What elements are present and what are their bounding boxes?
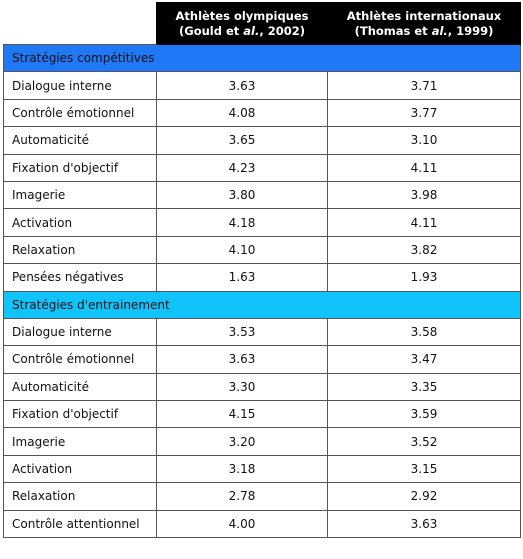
value-cell: 3.15 [327, 454, 521, 484]
data-row: Activation 4.18 4.11 [3, 208, 521, 237]
header-citation: al. [243, 23, 260, 38]
results-table: Athlètes olympiques (Gould et al., 2002) A… [3, 2, 521, 539]
data-row: Dialogue interne 3.53 3.58 [3, 317, 521, 347]
data-row: Contrôle émotionnel 3.63 3.47 [3, 345, 521, 374]
value-cell: 3.59 [327, 400, 521, 429]
value-cell: 4.23 [156, 153, 328, 182]
data-row: Pensées négatives 1.63 1.93 [3, 263, 521, 292]
value-cell: 3.80 [156, 180, 328, 210]
data-row: Automaticité 3.30 3.35 [3, 372, 521, 402]
row-label: Relaxation [3, 482, 157, 511]
data-row: Fixation d'objectif 4.23 4.11 [3, 153, 521, 182]
value-cell: 3.10 [327, 126, 521, 155]
section-title: Stratégies d'entrainement [3, 290, 521, 319]
row-label: Contrôle attentionnel [3, 509, 157, 539]
row-label: Dialogue interne [3, 317, 157, 347]
value-cell: 4.10 [156, 235, 328, 265]
value-cell: 3.98 [327, 180, 521, 210]
data-row: Imagerie 3.80 3.98 [3, 180, 521, 210]
blank-cell [3, 2, 157, 45]
value-cell: 3.63 [156, 345, 328, 374]
header-line: Athlètes internationaux [346, 8, 502, 23]
row-label: Automaticité [3, 126, 157, 155]
section-title: Stratégies compétitives [3, 43, 521, 73]
row-label: Relaxation [3, 235, 157, 265]
value-cell: 4.11 [327, 153, 521, 182]
value-cell: 3.63 [156, 71, 328, 100]
value-cell: 3.35 [327, 372, 521, 402]
value-cell: 2.92 [327, 482, 521, 511]
data-row: Fixation d'objectif 4.15 3.59 [3, 400, 521, 429]
data-row: Imagerie 3.20 3.52 [3, 427, 521, 456]
value-cell: 3.65 [156, 126, 328, 155]
value-cell: 3.77 [327, 98, 521, 128]
row-label: Dialogue interne [3, 71, 157, 100]
section-row: Stratégies compétitives [3, 43, 521, 73]
header-row: Athlètes olympiques (Gould et al., 2002) A… [3, 2, 521, 45]
value-cell: 3.52 [327, 427, 521, 456]
value-cell: 4.18 [156, 208, 328, 237]
value-cell: 1.63 [156, 263, 328, 292]
value-cell: 4.00 [156, 509, 328, 539]
row-label: Fixation d'objectif [3, 400, 157, 429]
value-cell: 3.30 [156, 372, 328, 402]
value-cell: 4.08 [156, 98, 328, 128]
header-citation: , 2002) [259, 23, 305, 38]
row-label: Pensées négatives [3, 263, 157, 292]
data-row: Activation 3.18 3.15 [3, 454, 521, 484]
value-cell: 4.11 [327, 208, 521, 237]
row-label: Fixation d'objectif [3, 153, 157, 182]
value-cell: 3.82 [327, 235, 521, 265]
header-citation: (Thomas et [354, 23, 432, 38]
value-cell: 3.58 [327, 317, 521, 347]
column-header: Athlètes internationaux (Thomas et al., 1… [327, 2, 521, 45]
value-cell: 3.63 [327, 509, 521, 539]
header-citation: al. [431, 23, 448, 38]
row-label: Imagerie [3, 180, 157, 210]
value-cell: 3.71 [327, 71, 521, 100]
data-row: Dialogue interne 3.63 3.71 [3, 71, 521, 100]
value-cell: 4.15 [156, 400, 328, 429]
value-cell: 2.78 [156, 482, 328, 511]
value-cell: 1.93 [327, 263, 521, 292]
row-label: Activation [3, 208, 157, 237]
value-cell: 3.53 [156, 317, 328, 347]
row-label: Contrôle émotionnel [3, 98, 157, 128]
header-citation: (Gould et [179, 23, 244, 38]
row-label: Automaticité [3, 372, 157, 402]
column-header: Athlètes olympiques (Gould et al., 2002) [156, 2, 328, 45]
header-line: Athlètes olympiques [175, 8, 309, 23]
value-cell: 3.47 [327, 345, 521, 374]
header-citation: , 1999) [447, 23, 494, 38]
value-cell: 3.18 [156, 454, 328, 484]
data-row: Automaticité 3.65 3.10 [3, 126, 521, 155]
section-row: Stratégies d'entrainement [3, 290, 521, 319]
data-row: Relaxation 4.10 3.82 [3, 235, 521, 265]
data-row: Contrôle émotionnel 4.08 3.77 [3, 98, 521, 128]
row-label: Activation [3, 454, 157, 484]
row-label: Contrôle émotionnel [3, 345, 157, 374]
data-row: Relaxation 2.78 2.92 [3, 482, 521, 511]
value-cell: 3.20 [156, 427, 328, 456]
row-label: Imagerie [3, 427, 157, 456]
data-row: Contrôle attentionnel 4.00 3.63 [3, 509, 521, 539]
